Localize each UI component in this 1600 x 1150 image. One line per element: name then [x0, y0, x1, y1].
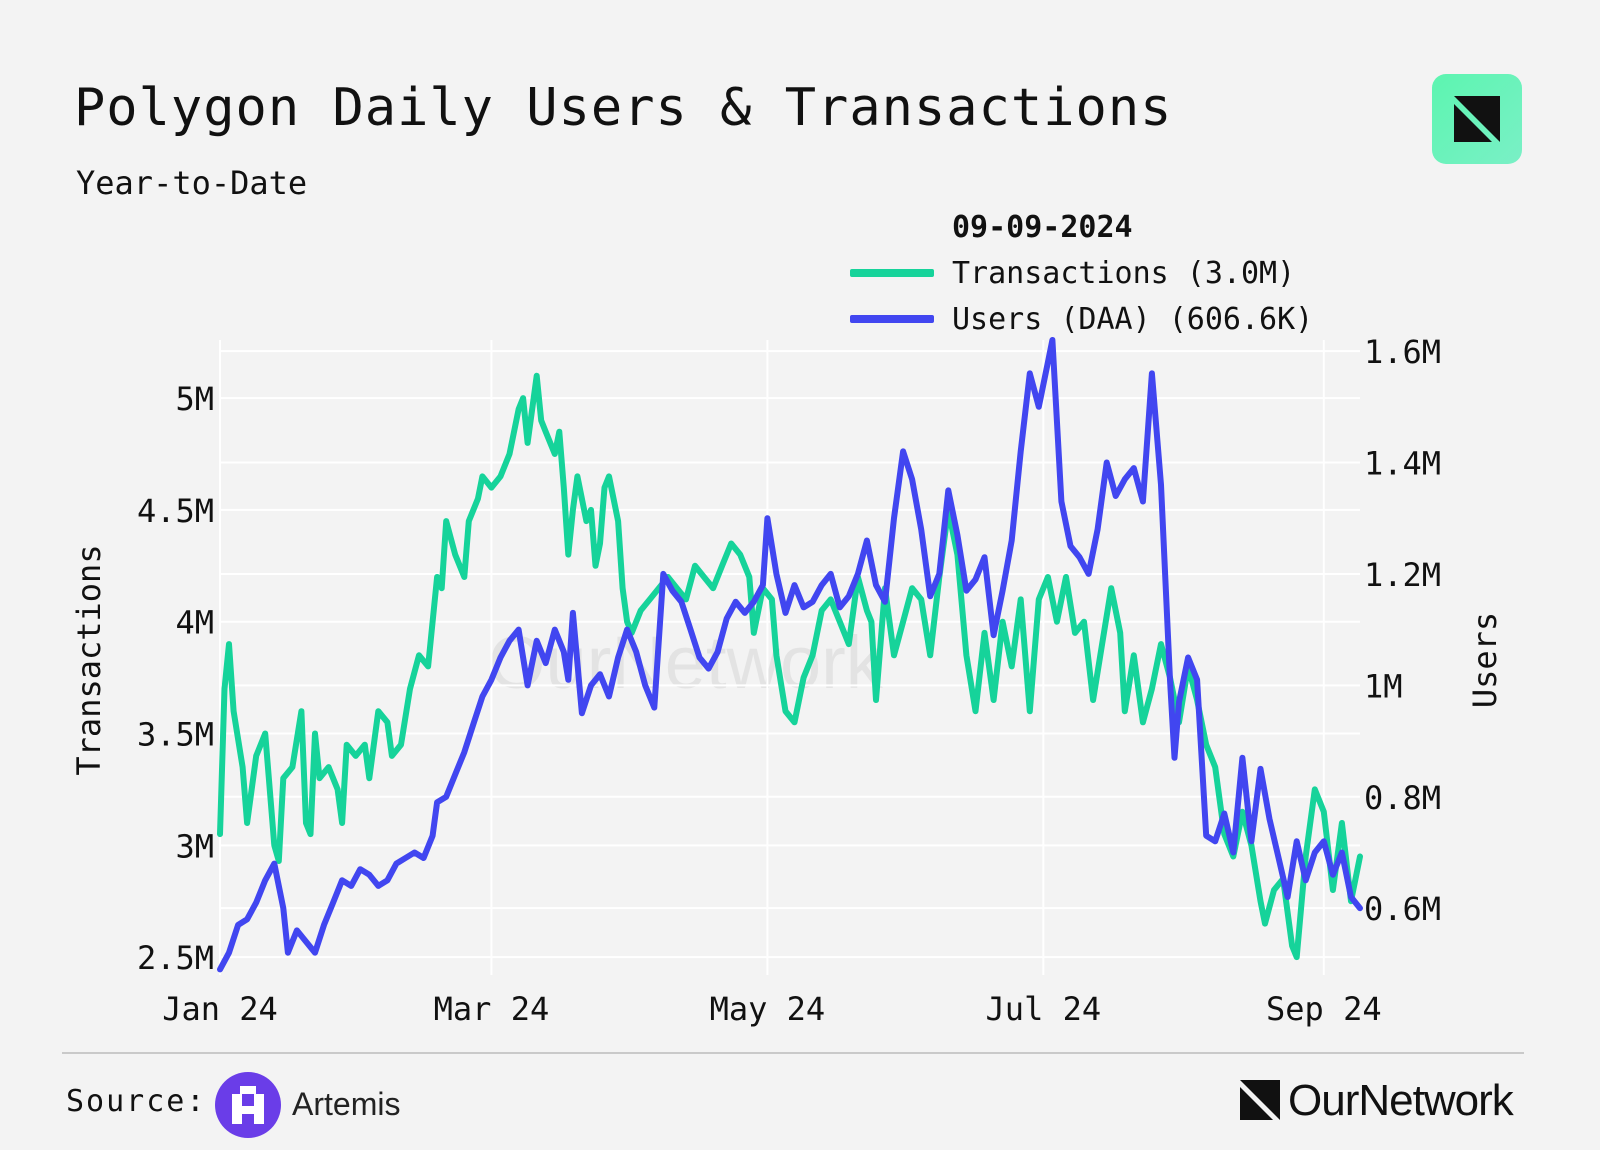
- series-line-transactions: [217, 372, 1363, 961]
- y-left-axis-title: Transactions: [70, 544, 108, 775]
- legend-date: 09-09-2024: [952, 210, 1133, 245]
- x-tick-label: May 24: [710, 990, 826, 1028]
- footer-divider: [62, 1052, 1524, 1054]
- y-left-tick-label: 4.5M: [137, 492, 214, 530]
- legend-item-users: Users (DAA) (606.6K): [850, 301, 1313, 337]
- y-left-tick-label: 4M: [175, 604, 214, 642]
- y-right-tick-label: 0.8M: [1364, 779, 1441, 817]
- chart-canvas: 2.5M 3M 3.5M 4M 4.5M 5M 0.6M 0.8M 1M 1.2M 1.4M 1.6M…: [70, 333, 1504, 1028]
- x-tick-label: Sep 24: [1266, 990, 1382, 1028]
- source-name: Artemis: [292, 1086, 401, 1122]
- y-right-axis-title: Users: [1466, 612, 1504, 708]
- x-tick-label: Jan 24: [162, 990, 278, 1028]
- ournetwork-footer-logo-icon: [1240, 1080, 1280, 1120]
- chart-title: Polygon Daily Users & Transactions: [74, 78, 1173, 138]
- x-tick-label: Mar 24: [434, 990, 550, 1028]
- y-right-tick-label: 1M: [1364, 667, 1403, 705]
- y-left-tick-label: 3M: [175, 827, 214, 865]
- legend-label-transactions: Transactions (3.0M): [952, 255, 1296, 291]
- legend-swatch-transactions: [850, 269, 934, 277]
- legend-swatch-users: [850, 315, 934, 323]
- series-line-users-daa-: [217, 337, 1363, 973]
- y-right-tick-label: 1.4M: [1364, 445, 1441, 483]
- brand-name: OurNetwork: [1288, 1076, 1514, 1125]
- source-label: Source:: [66, 1084, 207, 1119]
- legend-item-transactions: Transactions (3.0M): [850, 255, 1313, 291]
- legend-label-users: Users (DAA) (606.6K): [952, 301, 1314, 337]
- y-right-tick-label: 1.6M: [1364, 333, 1441, 371]
- chart-legend: 09-09-2024 Transactions (3.0M) Users (DA…: [850, 210, 1313, 337]
- x-tick-label: Jul 24: [986, 990, 1102, 1028]
- y-right-tick-label: 0.6M: [1364, 890, 1441, 928]
- y-left-tick-label: 3.5M: [137, 716, 214, 754]
- artemis-logo-icon: [215, 1072, 281, 1138]
- y-left-tick-label: 5M: [175, 380, 214, 418]
- chart-subtitle: Year-to-Date: [76, 164, 308, 202]
- ournetwork-badge: [1432, 74, 1522, 164]
- ournetwork-logo-icon: [1454, 96, 1500, 142]
- y-right-tick-label: 1.2M: [1364, 556, 1441, 594]
- y-left-tick-label: 2.5M: [137, 939, 214, 977]
